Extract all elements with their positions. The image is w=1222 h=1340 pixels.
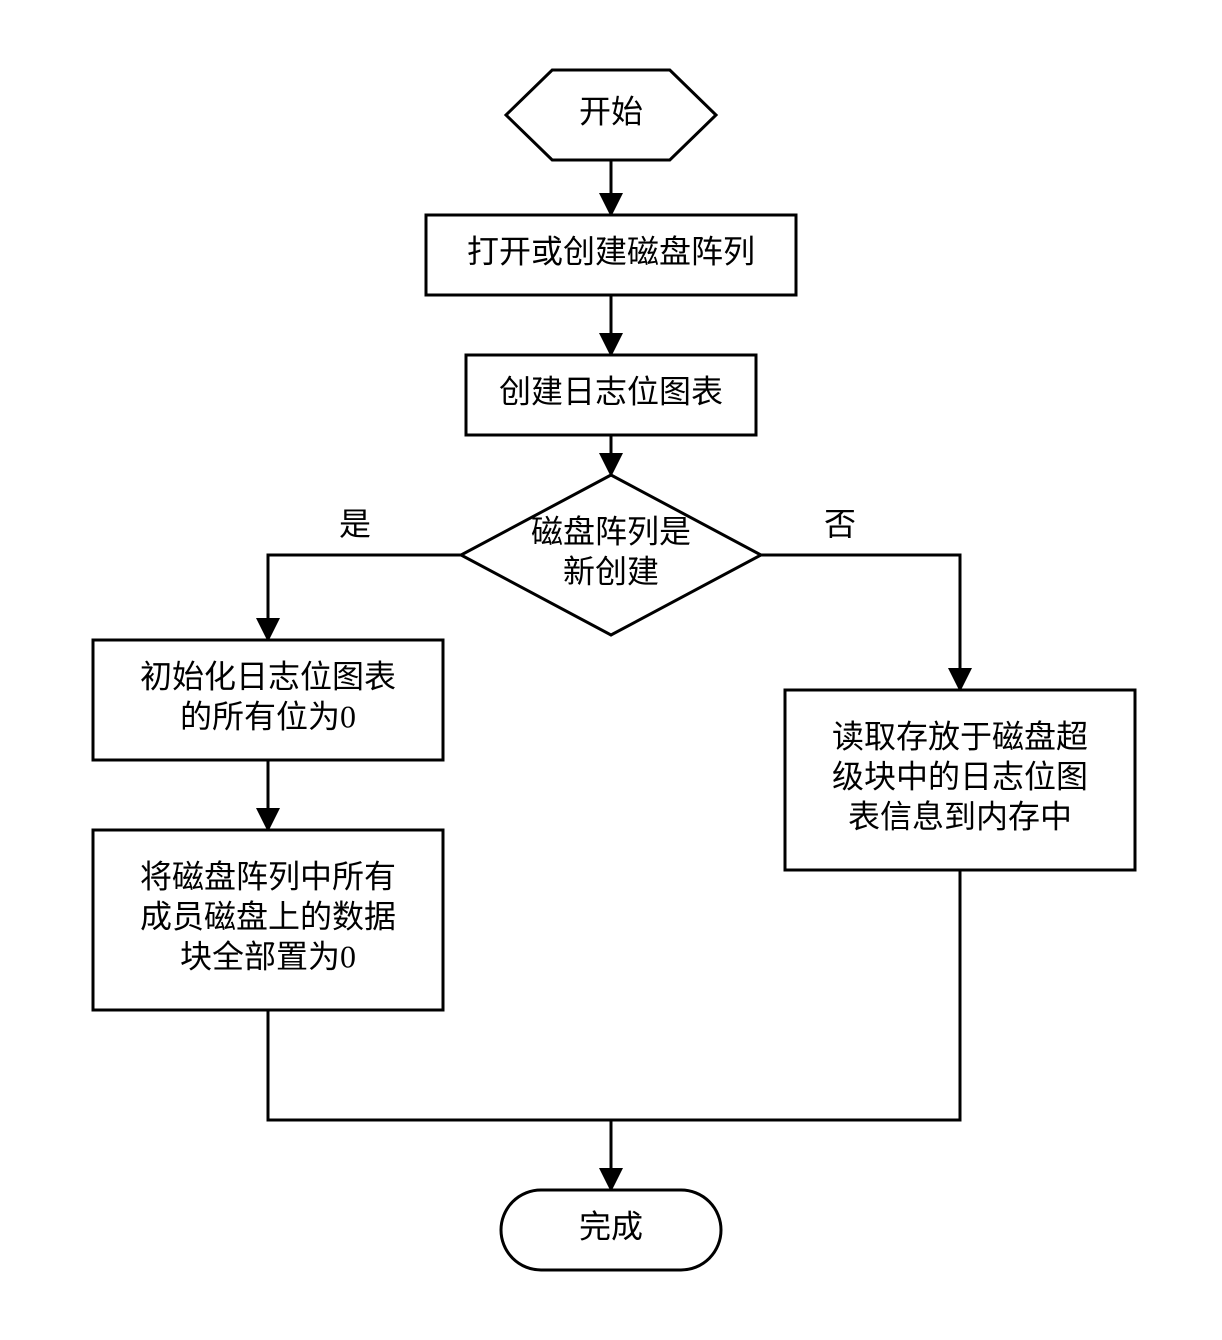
svg-text:级块中的日志位图: 级块中的日志位图 <box>832 758 1088 794</box>
svg-text:创建日志位图表: 创建日志位图表 <box>499 373 723 409</box>
svg-text:初始化日志位图表: 初始化日志位图表 <box>140 658 396 694</box>
svg-text:打开或创建磁盘阵列: 打开或创建磁盘阵列 <box>467 233 755 269</box>
svg-text:将磁盘阵列中所有: 将磁盘阵列中所有 <box>140 858 396 894</box>
svg-text:的所有位为0: 的所有位为0 <box>180 698 356 734</box>
svg-text:否: 否 <box>824 506 856 542</box>
svg-text:完成: 完成 <box>579 1208 643 1244</box>
svg-text:是: 是 <box>339 506 371 542</box>
svg-text:新创建: 新创建 <box>563 553 659 589</box>
svg-text:读取存放于磁盘超: 读取存放于磁盘超 <box>832 718 1088 754</box>
svg-text:磁盘阵列是: 磁盘阵列是 <box>531 513 691 549</box>
svg-text:块全部置为0: 块全部置为0 <box>180 938 356 974</box>
svg-text:表信息到内存中: 表信息到内存中 <box>848 798 1072 834</box>
svg-text:开始: 开始 <box>579 93 643 129</box>
svg-text:成员磁盘上的数据: 成员磁盘上的数据 <box>140 898 396 934</box>
